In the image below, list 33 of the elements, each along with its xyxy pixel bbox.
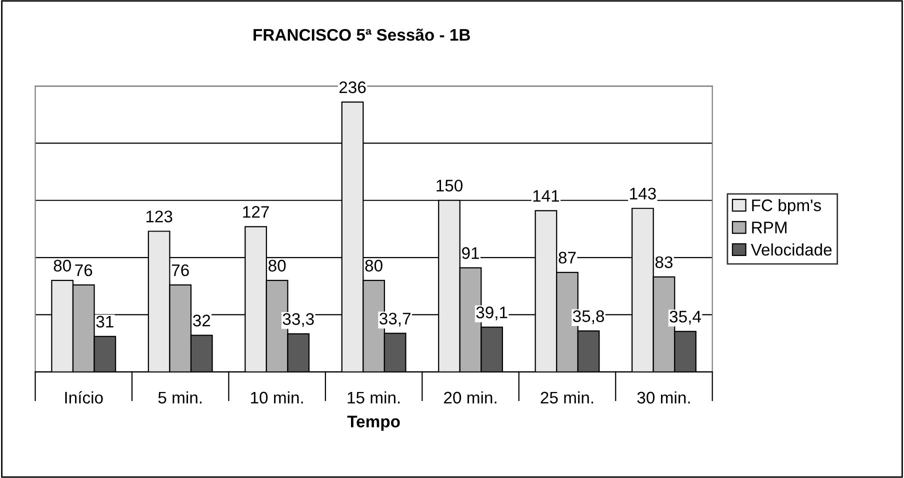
data-label: 35,8	[572, 310, 604, 324]
data-label: 141	[533, 190, 560, 202]
x-tick-label: 20 min.	[444, 391, 496, 404]
data-label: 76	[75, 264, 92, 276]
data-label: 80	[365, 260, 382, 272]
data-label: 83	[655, 256, 673, 268]
data-label: 127	[243, 206, 269, 218]
data-label: 87	[558, 252, 576, 264]
x-axis-title: Tempo	[347, 416, 400, 431]
data-label: 35,4	[670, 310, 701, 325]
data-label: 123	[146, 210, 172, 222]
legend-label: RPM	[752, 222, 786, 234]
data-label: 33,7	[380, 312, 410, 326]
data-label: 32	[192, 314, 210, 326]
x-tick-label: 30 min.	[637, 391, 690, 404]
data-label: 236	[339, 81, 366, 94]
data-label: 143	[630, 188, 656, 200]
chart-title: FRANCISCO 5ª Sessão - 1B	[254, 28, 470, 41]
x-tick-label: 15 min.	[348, 391, 400, 404]
data-label: 91	[462, 247, 479, 259]
legend-label: FC bpm's	[752, 198, 821, 215]
data-label: 39,1	[476, 306, 508, 320]
x-tick-label: 10 min.	[251, 391, 303, 404]
x-tick-label: Início	[65, 391, 103, 404]
legend-label: Velocidade	[750, 243, 832, 256]
data-label: 33,3	[282, 313, 314, 327]
data-label: 80	[54, 260, 71, 272]
data-label: 31	[96, 316, 114, 328]
x-tick-label: 25 min.	[540, 391, 594, 404]
data-label: 80	[268, 260, 286, 272]
data-label: 150	[436, 180, 463, 192]
x-tick-label: 5 min.	[158, 391, 202, 404]
data-label: 76	[172, 264, 189, 276]
